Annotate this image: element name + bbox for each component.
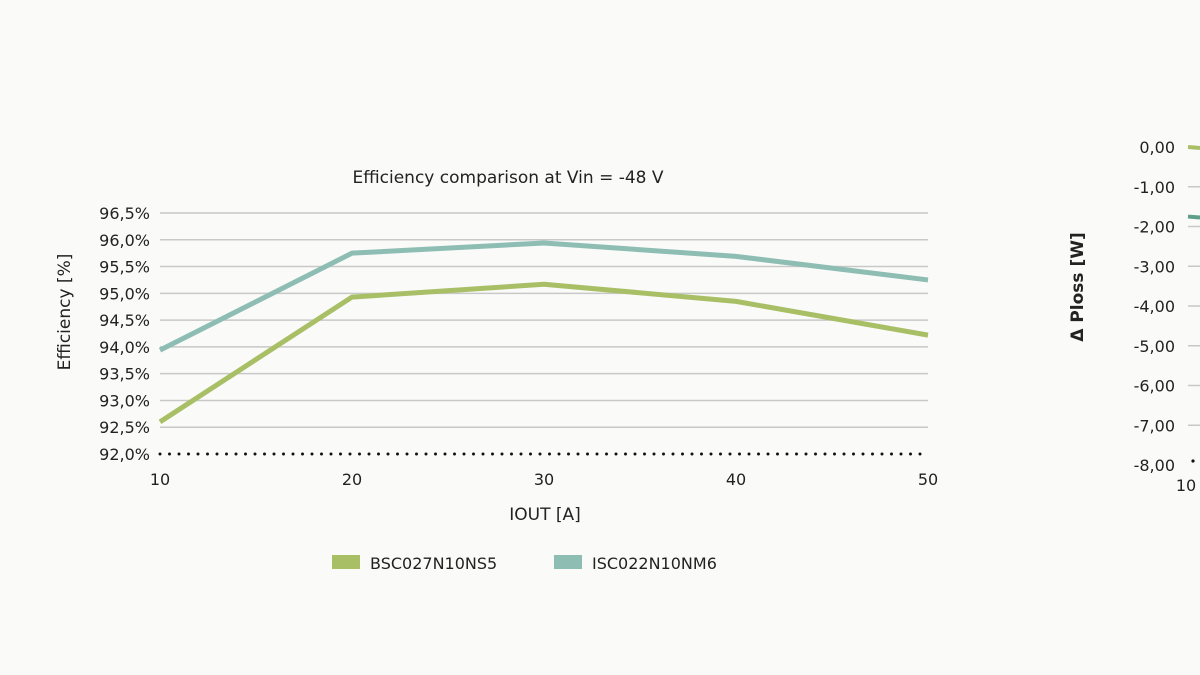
y-tick-label: 93,0% <box>99 391 150 410</box>
series-line <box>1187 214 1200 220</box>
x-tick-label: 30 <box>534 470 554 489</box>
x-tick-label: 10 <box>1176 476 1196 495</box>
y-axis-label: Δ Ploss [W] <box>1068 232 1088 342</box>
y-tick-label: -7,00 <box>1134 416 1175 435</box>
x-tick-label: 20 <box>342 470 362 489</box>
legend-swatch <box>332 555 360 569</box>
y-tick-label: 0,00 <box>1139 138 1175 157</box>
y-tick-label: 92,5% <box>99 418 150 437</box>
y-tick-label: 96,5% <box>99 204 150 223</box>
y-tick-label: -5,00 <box>1134 337 1175 356</box>
series-line-ISC022N10NM6 <box>158 240 929 353</box>
legend-label: BSC027N10NS5 <box>370 554 497 573</box>
y-tick-label: 96,0% <box>99 231 150 250</box>
y-tick-label: -1,00 <box>1134 178 1175 197</box>
y-tick-label: 94,5% <box>99 311 150 330</box>
y-tick-label: -2,00 <box>1134 218 1175 237</box>
legend-swatch <box>554 555 582 569</box>
y-tick-label: -8,00 <box>1134 456 1175 475</box>
y-tick-label: 95,0% <box>99 284 150 303</box>
x-axis-dot <box>1191 459 1195 463</box>
y-tick-label: -6,00 <box>1134 377 1175 396</box>
series-line-BSC027N10NS5 <box>158 281 929 424</box>
x-tick-label: 10 <box>150 470 170 489</box>
x-tick-label: 40 <box>726 470 746 489</box>
x-tick-label: 50 <box>918 470 938 489</box>
series-line <box>1187 145 1200 150</box>
y-tick-label: -4,00 <box>1134 297 1175 316</box>
y-axis-label: Efficiency [%] <box>55 254 75 371</box>
y-tick-label: -3,00 <box>1134 257 1175 276</box>
y-tick-label: 92,0% <box>99 445 150 464</box>
y-tick-label: 95,5% <box>99 258 150 277</box>
x-axis-label: IOUT [A] <box>509 505 581 525</box>
legend-label: ISC022N10NM6 <box>592 554 717 573</box>
y-tick-label: 94,0% <box>99 338 150 357</box>
chart-title: Efficiency comparison at Vin = -48 V <box>352 168 663 188</box>
y-tick-label: 93,5% <box>99 365 150 384</box>
